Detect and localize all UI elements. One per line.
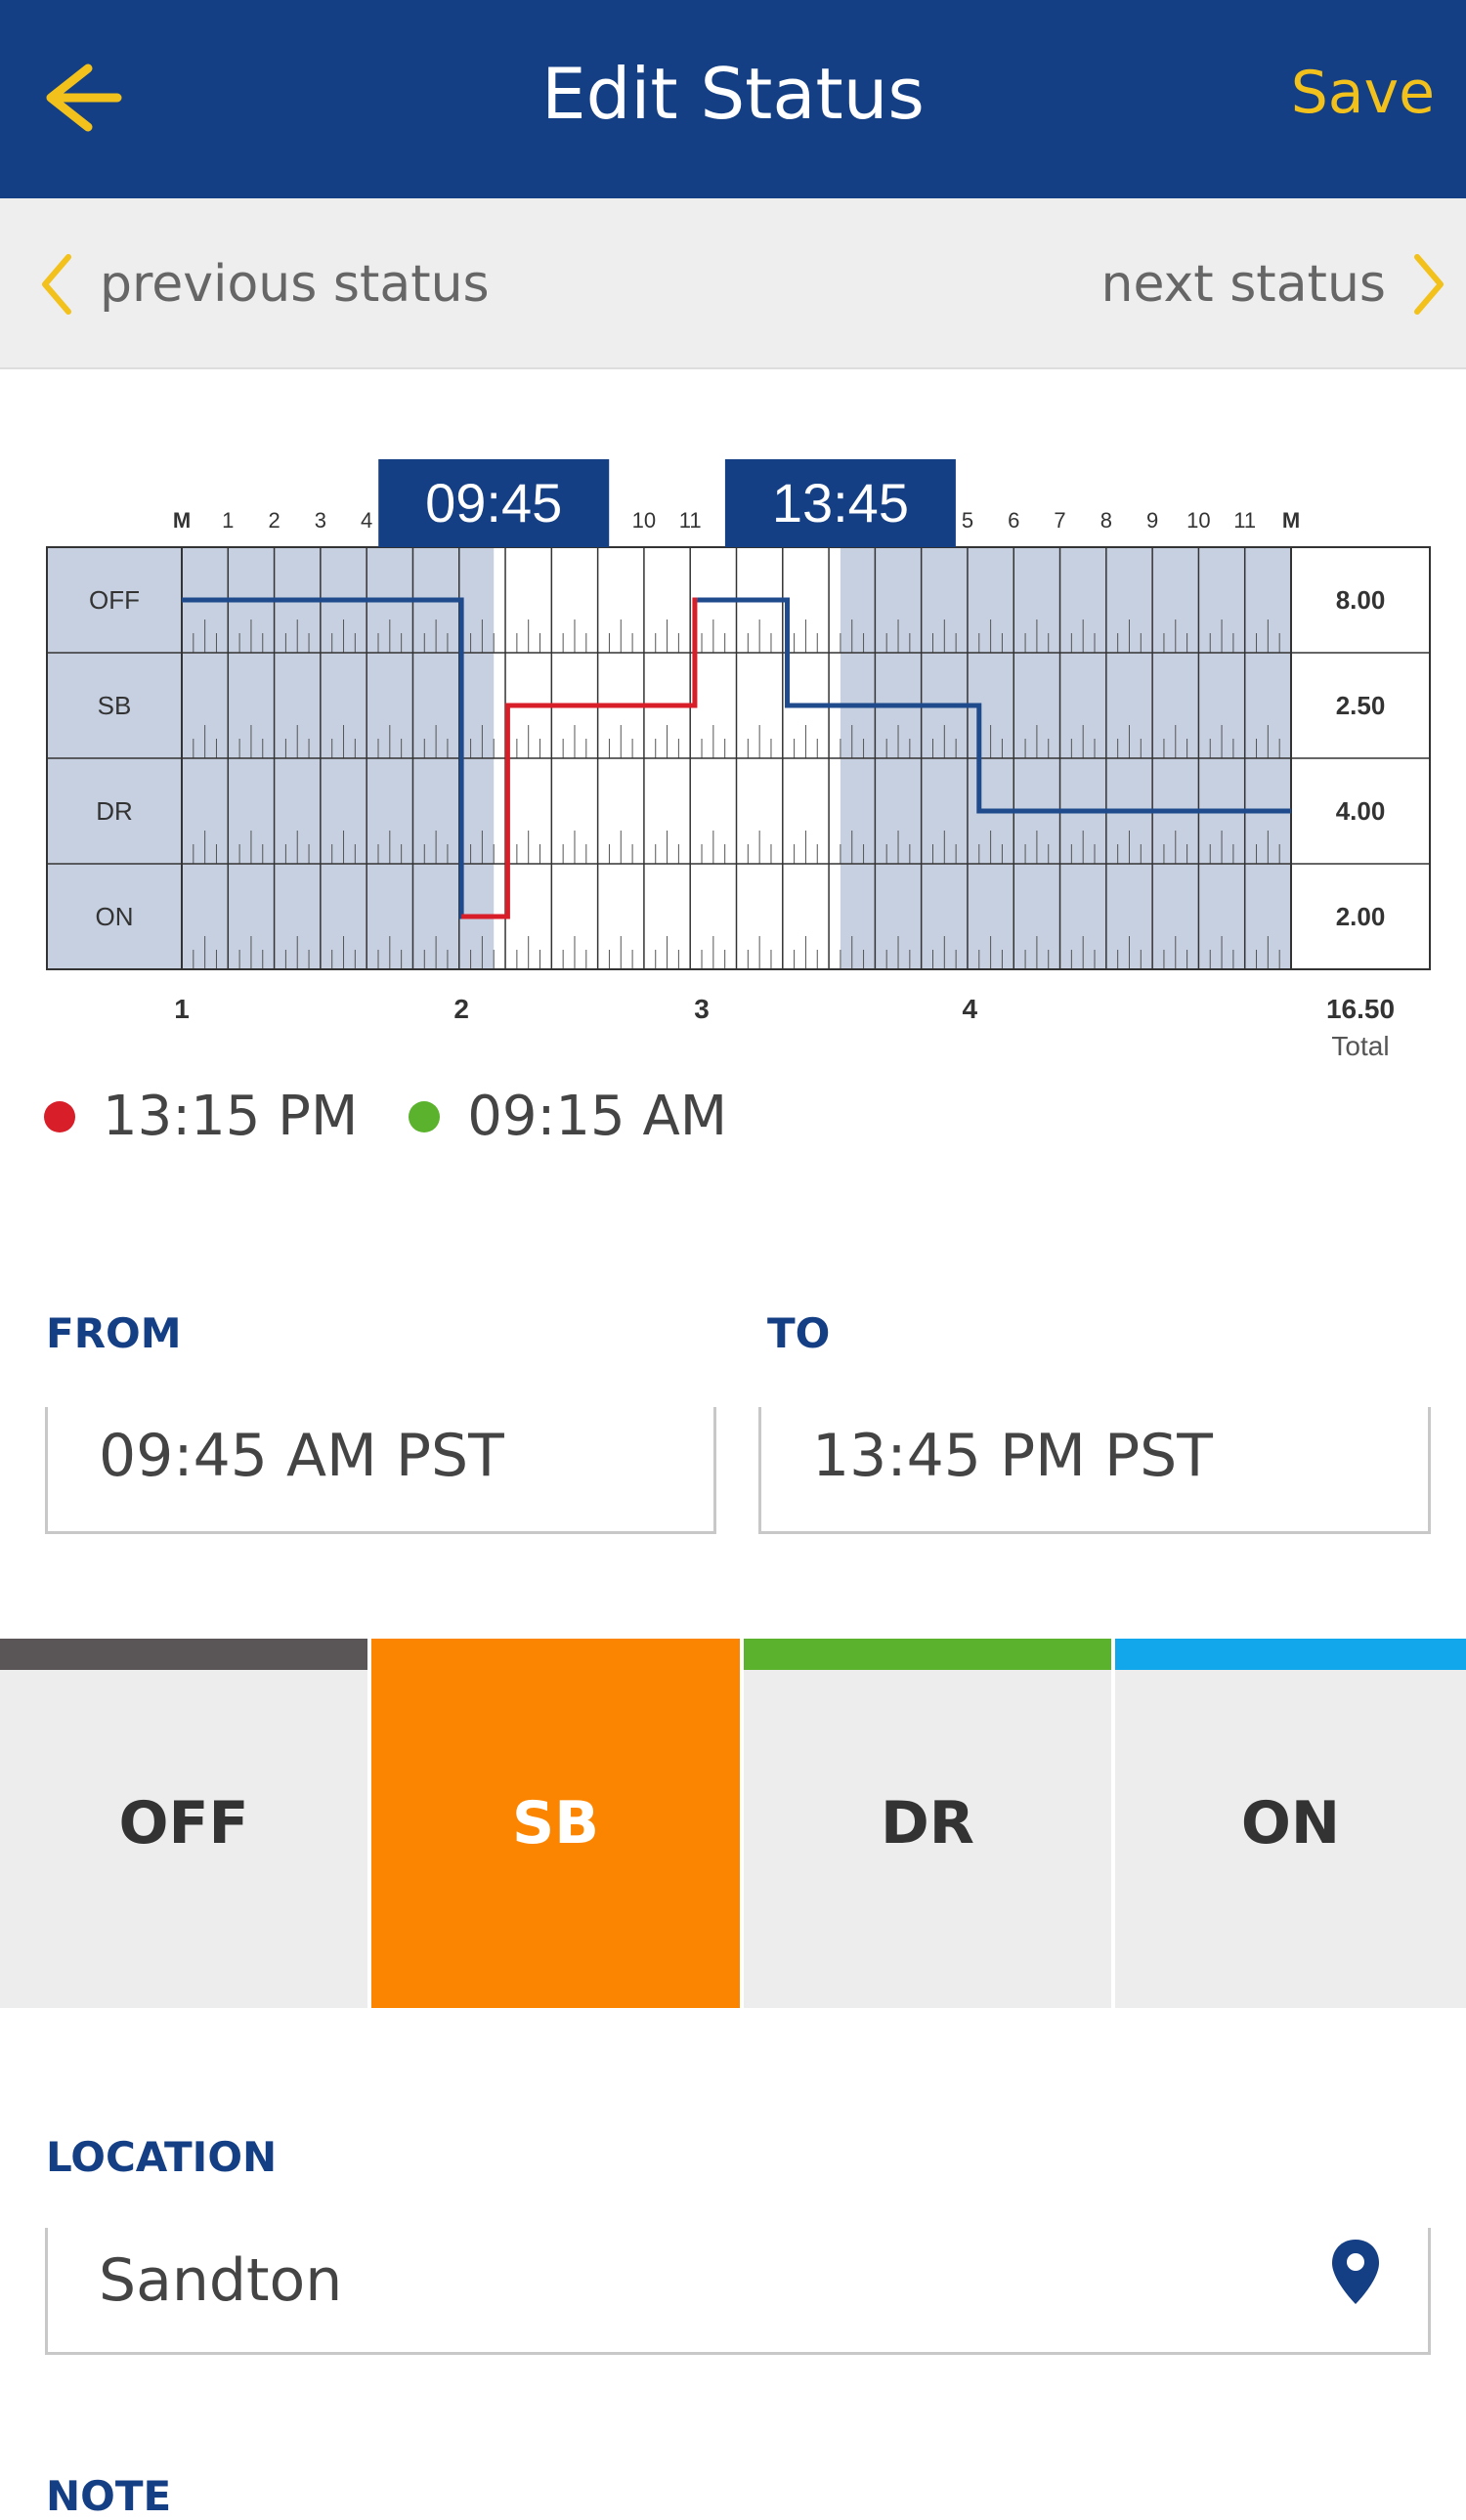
location-label: LOCATION — [46, 2133, 278, 2181]
total-hours-value: 16.50 — [1326, 994, 1395, 1024]
row-total: 2.50 — [1336, 691, 1386, 720]
to-time-value: 13:45 PM PST — [812, 1422, 1213, 1490]
status-on-bar — [1115, 1639, 1466, 1670]
status-off-bar — [0, 1639, 367, 1670]
status-sb-label: SB — [512, 1789, 599, 1858]
location-field[interactable]: Sandton — [45, 2228, 1431, 2355]
next-status-button[interactable]: next status — [1100, 198, 1446, 369]
hour-tick-label: 4 — [361, 508, 372, 533]
legend-red-dot — [44, 1100, 75, 1132]
map-pin-icon[interactable] — [1329, 2238, 1382, 2310]
status-navigation: previous status next status — [0, 198, 1466, 369]
chevron-right-icon — [1414, 253, 1444, 315]
status-line-blue-2 — [697, 597, 1291, 814]
from-time-value: 09:45 AM PST — [99, 1422, 504, 1490]
selection-end-badge-label: 13:45 — [772, 472, 909, 534]
event-marker-label: 2 — [453, 994, 469, 1024]
hour-tick-label: 10 — [632, 508, 656, 533]
status-on-button[interactable]: ON — [1115, 1639, 1466, 2008]
duty-status-graph[interactable]: OFF8.00SB2.50DR4.00ON2.00M1234567891011N… — [0, 430, 1466, 1094]
event-marker-label: 4 — [963, 994, 978, 1024]
row-label-on: ON — [96, 902, 134, 931]
status-sb-button[interactable]: SB — [371, 1639, 740, 2008]
selection-start-badge — [378, 459, 610, 547]
status-on-label: ON — [1240, 1789, 1341, 1858]
hour-tick-label: M — [173, 508, 191, 533]
hour-tick-label: 11 — [1233, 508, 1256, 533]
from-label: FROM — [46, 1309, 182, 1357]
selection-end-badge — [724, 459, 956, 547]
hour-tick-label: 1 — [222, 508, 234, 533]
next-status-label: next status — [1100, 254, 1386, 314]
page-title: Edit Status — [541, 53, 925, 135]
row-label-dr: DR — [96, 796, 133, 826]
row-total: 8.00 — [1336, 585, 1386, 615]
to-time-field[interactable]: 13:45 PM PST — [758, 1407, 1431, 1534]
hour-tick-label: 3 — [315, 508, 326, 533]
row-label-off: OFF — [89, 585, 140, 615]
total-hours-label: Total — [1331, 1031, 1389, 1061]
from-time-field[interactable]: 09:45 AM PST — [45, 1407, 716, 1534]
row-total: 4.00 — [1336, 796, 1386, 826]
status-off-label: OFF — [118, 1789, 249, 1858]
arrow-left-icon — [46, 64, 122, 132]
hour-tick-label: 2 — [268, 508, 280, 533]
hour-tick-label: 11 — [679, 508, 702, 533]
hour-tick-label: 7 — [1054, 508, 1065, 533]
hour-tick-label: 9 — [1146, 508, 1158, 533]
row-label-sb: SB — [98, 691, 132, 720]
legend-green-time: 09:15 AM — [467, 1085, 728, 1148]
status-dr-label: DR — [880, 1789, 974, 1858]
selection-start-badge-label: 09:45 — [425, 472, 562, 534]
graph-legend: 13:15 PM 09:15 AM — [44, 1085, 778, 1148]
status-dr-bar — [744, 1639, 1111, 1670]
chevron-left-icon — [42, 253, 71, 315]
save-button[interactable]: Save — [1290, 59, 1435, 127]
app-header: Edit Status Save — [0, 0, 1466, 198]
row-total: 2.00 — [1336, 902, 1386, 931]
event-marker-label: 1 — [174, 994, 190, 1024]
hour-tick-label: 10 — [1186, 508, 1210, 533]
hour-tick-label: 5 — [962, 508, 973, 533]
status-off-button[interactable]: OFF — [0, 1639, 367, 2008]
event-marker-label: 3 — [694, 994, 710, 1024]
previous-status-label: previous status — [100, 254, 490, 314]
status-sb-bar — [371, 1639, 740, 1670]
status-line-red-1 — [461, 597, 698, 919]
hour-tick-label: 6 — [1008, 508, 1019, 533]
hour-tick-label: 8 — [1100, 508, 1112, 533]
hour-tick-label: M — [1282, 508, 1300, 533]
previous-status-button[interactable]: previous status — [39, 198, 490, 369]
location-value: Sandton — [99, 2246, 343, 2315]
legend-red-time: 13:15 PM — [103, 1085, 359, 1148]
back-button[interactable] — [29, 49, 137, 147]
to-label: TO — [767, 1309, 831, 1357]
status-dr-button[interactable]: DR — [744, 1639, 1111, 2008]
note-label: NOTE — [46, 2472, 172, 2520]
legend-green-dot — [409, 1100, 441, 1132]
